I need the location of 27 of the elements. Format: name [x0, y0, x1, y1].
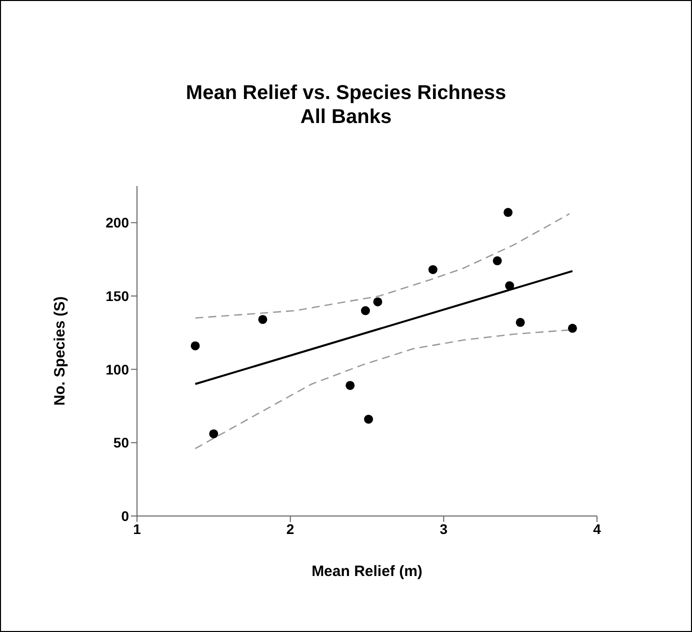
y-tick-label: 0 [121, 508, 130, 524]
x-tick-label: 4 [593, 520, 602, 537]
y-tick-label: 150 [106, 288, 130, 304]
x-axis-title: Mean Relief (m) [312, 563, 422, 580]
point [504, 208, 513, 217]
point [209, 429, 218, 438]
chart-title: Mean Relief vs. Species Richness [184, 81, 508, 105]
point [258, 314, 268, 324]
point [364, 414, 374, 424]
y-tick-label: 200 [106, 214, 130, 231]
x-tick-label: 3 [440, 520, 448, 537]
point [346, 380, 355, 390]
point [516, 318, 525, 327]
point [360, 306, 370, 316]
line-series [194, 213, 570, 319]
point [492, 256, 502, 266]
y-tick-label: 100 [106, 361, 130, 378]
y-axis-title: No. Species (S) [51, 296, 68, 406]
chart-subtitle: All Banks [299, 105, 393, 129]
point [568, 324, 577, 333]
x-tick-label: 2 [286, 520, 294, 537]
point [428, 265, 438, 274]
point [505, 281, 514, 290]
point [373, 297, 382, 306]
y-tick-label: 50 [113, 434, 130, 451]
point [190, 341, 200, 350]
x-tick-label: 1 [133, 520, 142, 537]
